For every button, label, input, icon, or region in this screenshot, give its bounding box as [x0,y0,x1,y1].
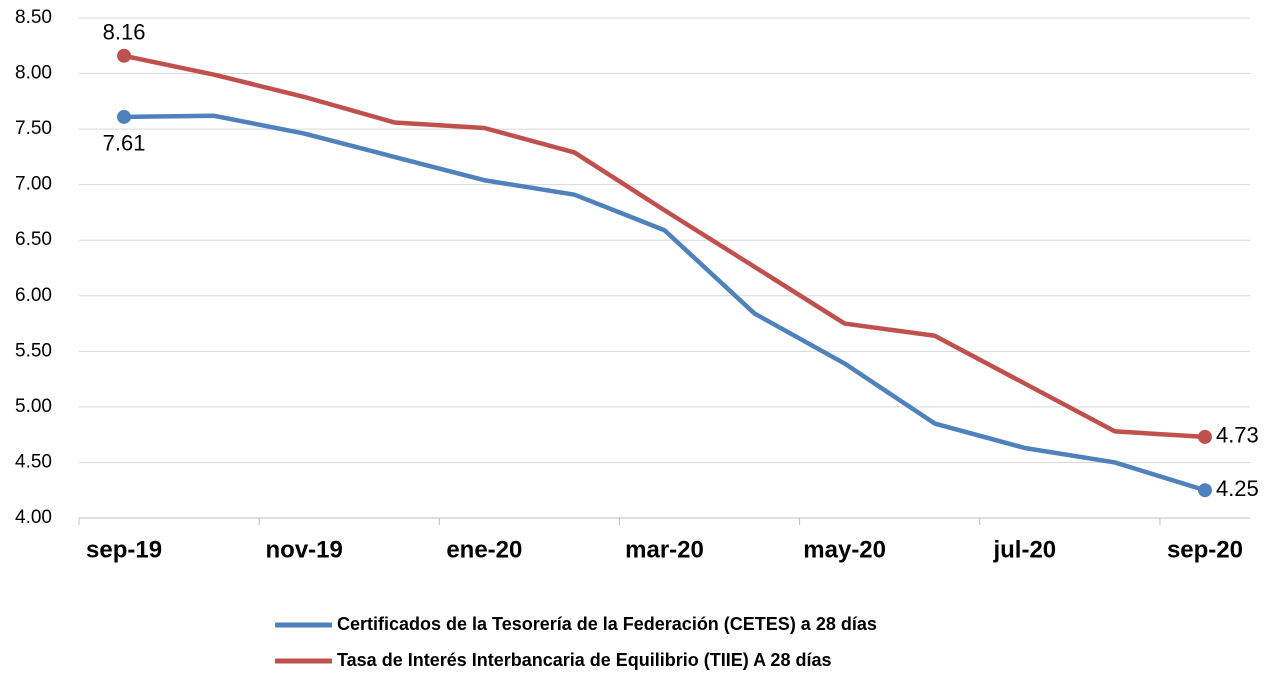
x-tick-label: sep-19 [86,536,162,563]
data-label: 4.25 [1216,476,1259,501]
y-tick-label: 6.50 [15,229,52,250]
y-tick-label: 4.50 [15,451,52,472]
data-label: 4.73 [1216,423,1259,448]
y-tick-label: 5.00 [15,396,52,417]
data-label: 8.16 [103,20,146,45]
y-tick-label: 4.00 [15,507,52,528]
x-tick-label: may-20 [803,536,886,563]
y-tick-label: 6.00 [15,285,52,306]
data-point [1197,429,1212,444]
data-label: 7.61 [103,131,146,156]
x-tick-label: nov-19 [266,536,343,563]
data-point [117,109,132,124]
y-tick-label: 7.50 [15,118,52,139]
x-tick-label: sep-20 [1167,536,1243,563]
y-tick-label: 5.50 [15,340,52,361]
series-line [124,113,1206,493]
legend-label: Tasa de Interés Interbancaria de Equilib… [337,650,831,670]
data-point [1197,483,1212,498]
series-line [123,53,1206,440]
y-tick-label: 8.00 [15,63,52,84]
x-tick-label: jul-20 [992,536,1056,563]
legend-label: Certificados de la Tesorería de la Feder… [337,614,877,634]
y-tick-label: 8.50 [15,7,52,28]
y-tick-label: 7.00 [15,174,52,195]
x-tick-label: mar-20 [625,536,704,563]
data-point [117,48,132,63]
x-tick-label: ene-20 [446,536,522,563]
